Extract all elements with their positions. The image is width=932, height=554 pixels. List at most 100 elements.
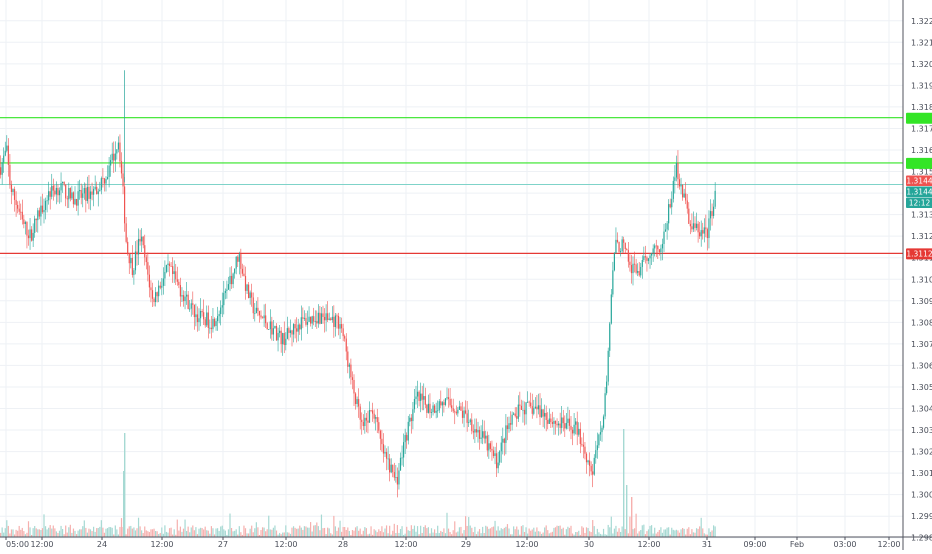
- candle-up[interactable]: [651, 253, 653, 256]
- candle-up[interactable]: [482, 431, 484, 438]
- candle-up[interactable]: [114, 153, 116, 161]
- candle-up[interactable]: [141, 236, 143, 242]
- candle-down[interactable]: [302, 317, 304, 319]
- candle-down[interactable]: [337, 315, 340, 329]
- candle-up[interactable]: [173, 271, 175, 275]
- candle-down[interactable]: [531, 406, 533, 414]
- candle-up[interactable]: [561, 417, 563, 428]
- candle-up[interactable]: [641, 260, 643, 267]
- candle-up[interactable]: [578, 428, 580, 435]
- candle-down[interactable]: [471, 419, 473, 432]
- candle-down[interactable]: [465, 410, 467, 414]
- candle-down[interactable]: [283, 333, 285, 346]
- candle-down[interactable]: [120, 161, 123, 174]
- candle-up[interactable]: [167, 263, 169, 266]
- candle-down[interactable]: [294, 324, 296, 329]
- candle-down[interactable]: [367, 420, 369, 423]
- candle-down[interactable]: [230, 275, 233, 285]
- candle-down[interactable]: [559, 423, 561, 428]
- candle-down[interactable]: [201, 310, 203, 313]
- candle-down[interactable]: [426, 404, 428, 413]
- candle-down[interactable]: [85, 187, 87, 201]
- candle-up[interactable]: [24, 222, 26, 224]
- candle-down[interactable]: [310, 316, 312, 324]
- candle-up[interactable]: [517, 404, 519, 419]
- candle-up[interactable]: [446, 397, 448, 399]
- candle-down[interactable]: [170, 266, 172, 267]
- candle-up[interactable]: [165, 265, 168, 272]
- candle-down[interactable]: [179, 285, 181, 297]
- candle-up[interactable]: [130, 257, 132, 264]
- candle-down[interactable]: [519, 404, 521, 406]
- candle-up[interactable]: [133, 270, 135, 275]
- candle-down[interactable]: [585, 453, 588, 463]
- candle-down[interactable]: [702, 230, 704, 234]
- candle-up[interactable]: [229, 275, 231, 285]
- candle-down[interactable]: [23, 219, 25, 224]
- candle-down[interactable]: [542, 409, 544, 417]
- candle-up[interactable]: [525, 402, 527, 415]
- candle-up[interactable]: [215, 321, 217, 327]
- candle-down[interactable]: [677, 163, 679, 180]
- candle-up[interactable]: [437, 410, 439, 412]
- candle-up[interactable]: [407, 421, 409, 441]
- candle-down[interactable]: [691, 226, 693, 230]
- candle-up[interactable]: [100, 178, 102, 190]
- candle-up[interactable]: [289, 330, 292, 333]
- candle-up[interactable]: [238, 254, 240, 262]
- candle-up[interactable]: [274, 325, 276, 329]
- candle-up[interactable]: [206, 312, 208, 326]
- candle-up[interactable]: [457, 409, 459, 414]
- candle-down[interactable]: [275, 325, 278, 341]
- candle-up[interactable]: [508, 423, 510, 430]
- candle-up[interactable]: [533, 408, 535, 414]
- candle-up[interactable]: [632, 263, 634, 274]
- candle-up[interactable]: [356, 399, 358, 405]
- candle-down[interactable]: [616, 239, 619, 242]
- candle-down[interactable]: [584, 446, 586, 454]
- candle-up[interactable]: [640, 266, 642, 276]
- candle-up[interactable]: [209, 327, 211, 329]
- candle-down[interactable]: [509, 423, 512, 425]
- candle-up[interactable]: [254, 313, 256, 314]
- candle-up[interactable]: [328, 318, 330, 320]
- candle-down[interactable]: [506, 425, 509, 430]
- candle-up[interactable]: [268, 329, 270, 330]
- candle-down[interactable]: [127, 241, 129, 254]
- candle-up[interactable]: [164, 271, 166, 279]
- candle-down[interactable]: [627, 250, 629, 262]
- candle-down[interactable]: [657, 245, 659, 250]
- candle-down[interactable]: [523, 409, 526, 415]
- candle-up[interactable]: [106, 176, 109, 180]
- candle-down[interactable]: [241, 268, 243, 274]
- candle-up[interactable]: [317, 312, 319, 324]
- candle-up[interactable]: [474, 429, 476, 433]
- candle-down[interactable]: [139, 238, 141, 242]
- candle-up[interactable]: [430, 412, 433, 413]
- candle-down[interactable]: [699, 232, 701, 237]
- candle-up[interactable]: [666, 223, 668, 230]
- candle-up[interactable]: [663, 231, 665, 244]
- candle-down[interactable]: [694, 223, 696, 228]
- candle-up[interactable]: [384, 452, 386, 454]
- candle-up[interactable]: [86, 186, 88, 201]
- candle-up[interactable]: [601, 427, 603, 433]
- candle-up[interactable]: [654, 245, 656, 249]
- candle-down[interactable]: [362, 422, 364, 427]
- candle-up[interactable]: [94, 186, 96, 190]
- candle-up[interactable]: [77, 191, 79, 206]
- candle-down[interactable]: [182, 295, 185, 302]
- candle-down[interactable]: [147, 262, 149, 275]
- candle-up[interactable]: [223, 292, 225, 306]
- candle-up[interactable]: [415, 396, 417, 399]
- candle-down[interactable]: [359, 406, 361, 420]
- candle-up[interactable]: [246, 284, 248, 291]
- candle-up[interactable]: [68, 188, 70, 200]
- candle-down[interactable]: [305, 317, 307, 325]
- candle-down[interactable]: [175, 271, 177, 280]
- candle-down[interactable]: [685, 193, 687, 201]
- candle-up[interactable]: [613, 253, 615, 271]
- candle-down[interactable]: [424, 396, 426, 405]
- candle-up[interactable]: [108, 165, 110, 177]
- candle-up[interactable]: [339, 324, 341, 329]
